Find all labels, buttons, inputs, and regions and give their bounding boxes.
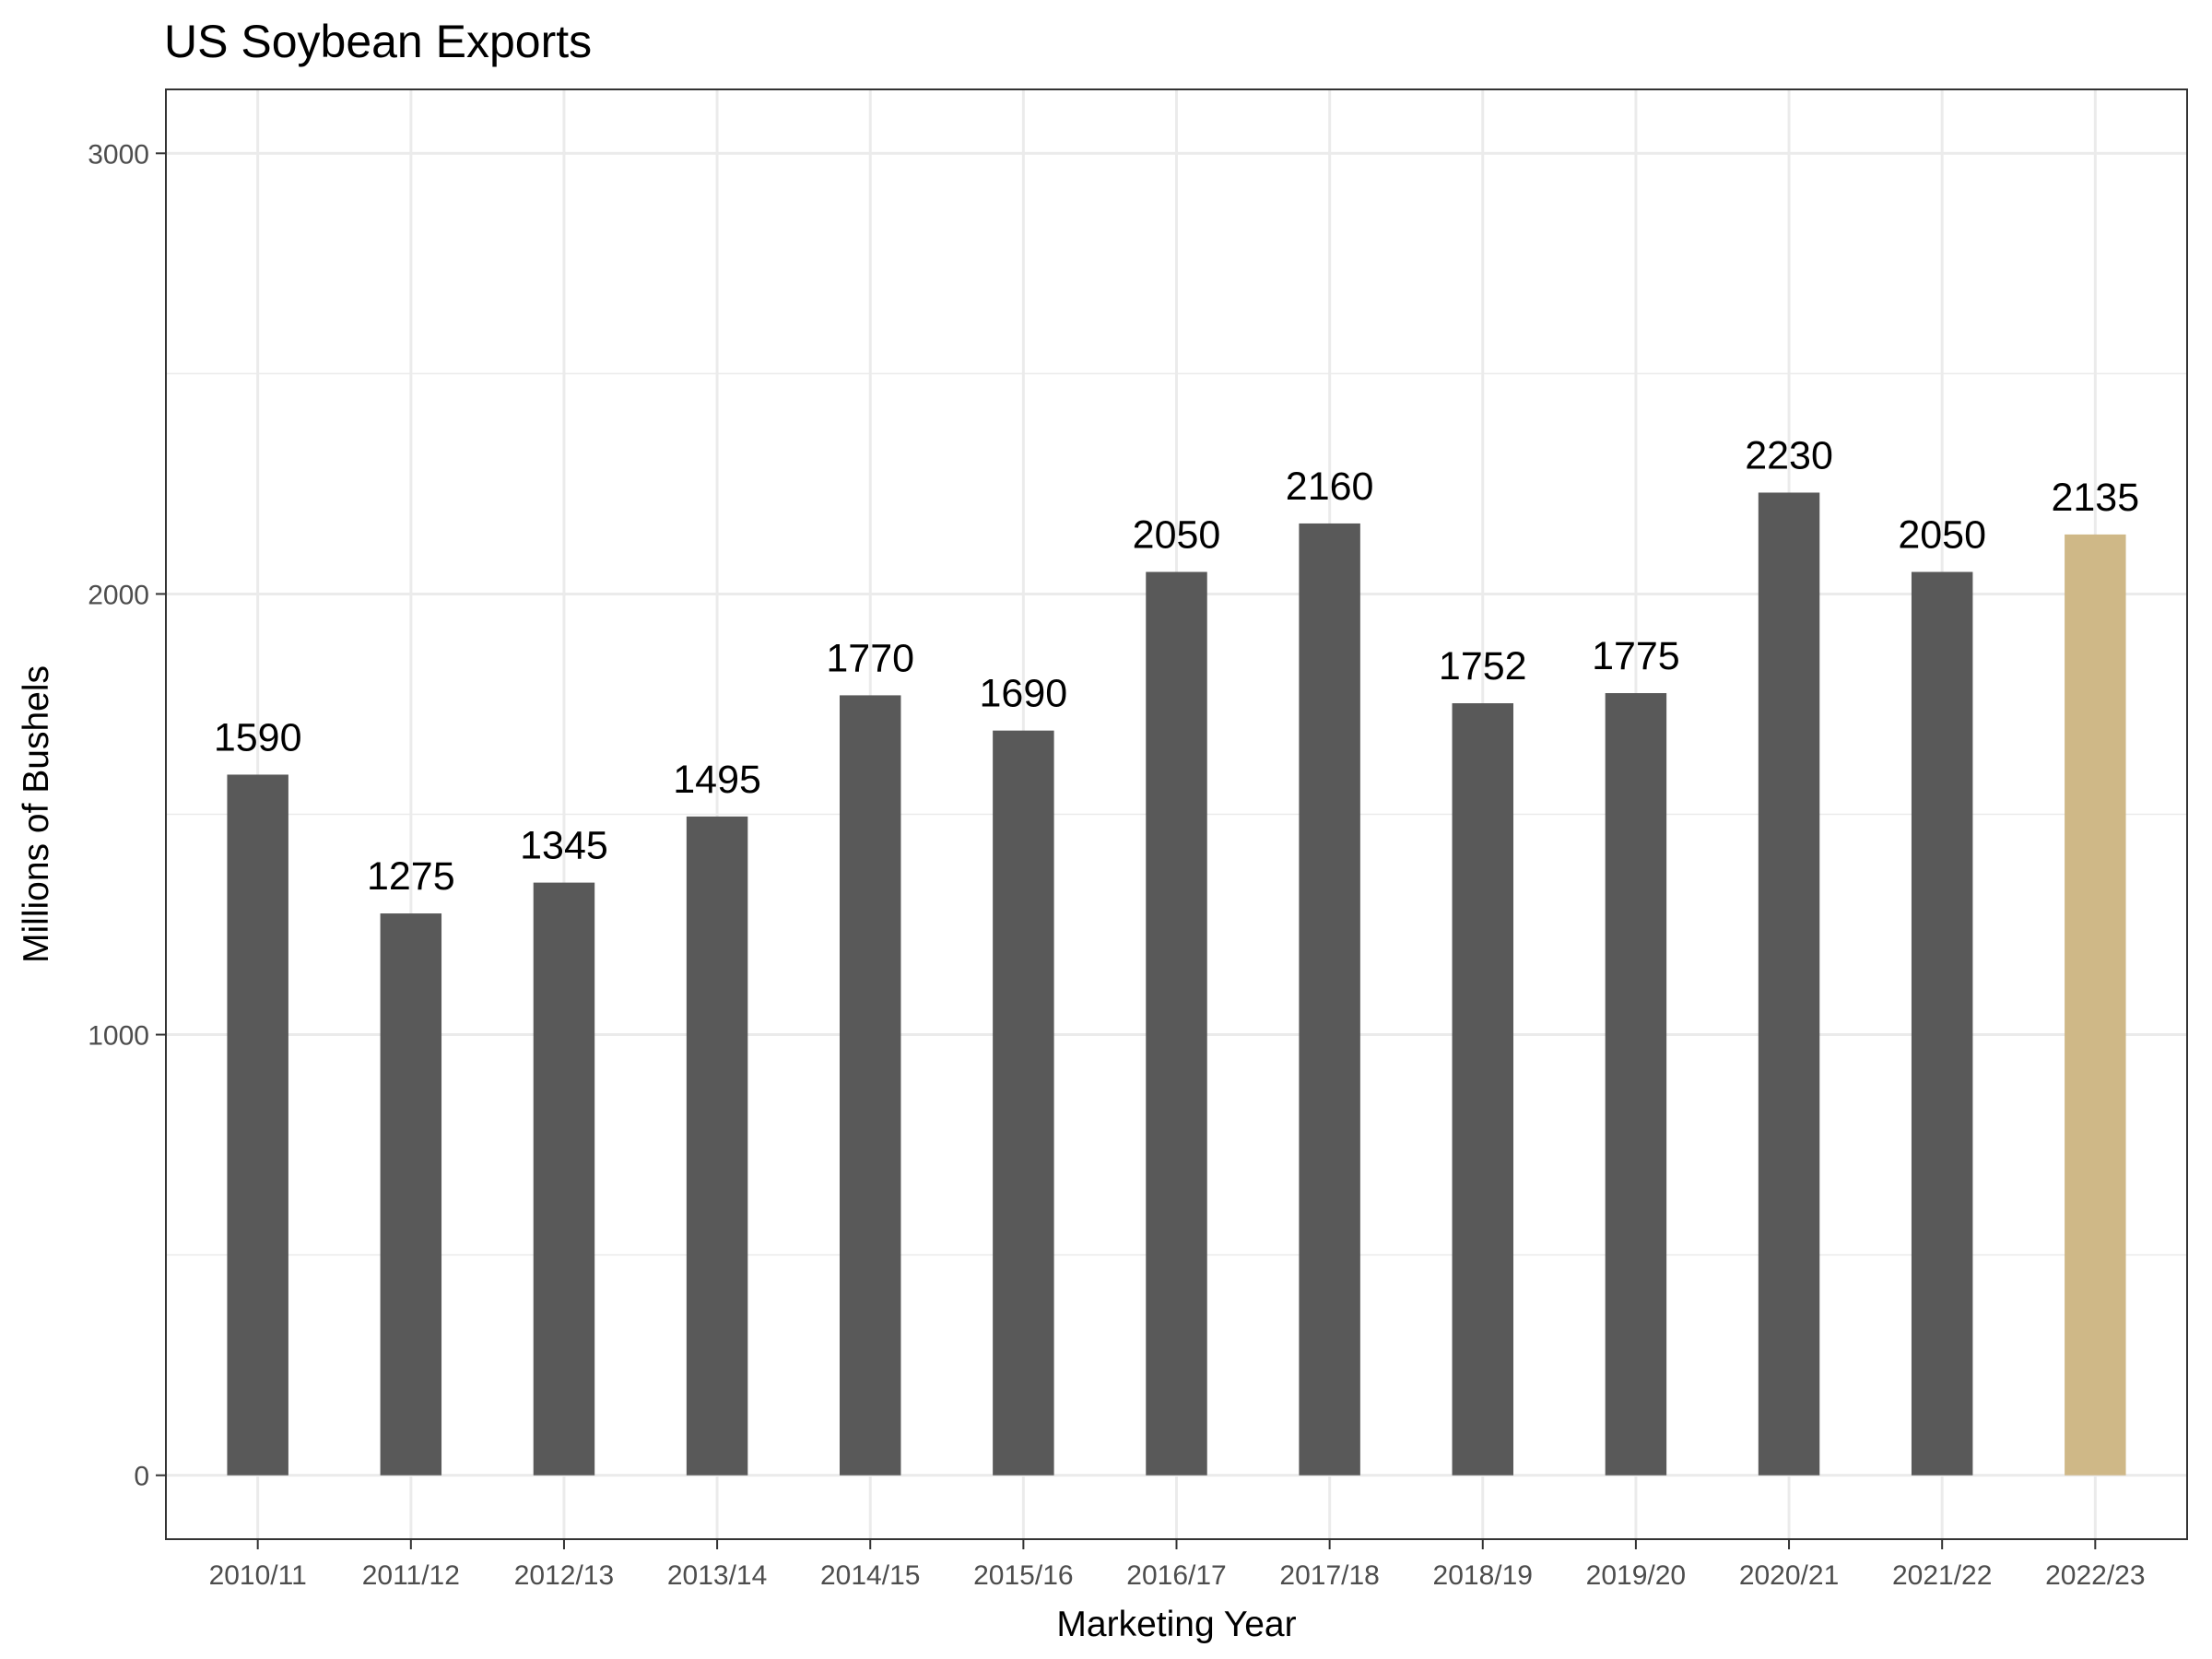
data-label: 1775 <box>1592 634 1680 678</box>
x-axis: 2010/11 2011/12 2012/13 2013/14 2014/15 2015/… <box>209 1539 2146 1591</box>
bar <box>227 774 288 1476</box>
bar <box>993 730 1054 1476</box>
bars: 1590 1275 1345 1495 1770 1690 2050 2160 1752 1775… <box>214 433 2139 1476</box>
data-label: 1770 <box>826 636 914 680</box>
data-label: 1590 <box>214 715 302 759</box>
data-label: 1752 <box>1439 644 1527 688</box>
bar <box>686 816 748 1476</box>
bar <box>2065 534 2126 1476</box>
bar <box>840 695 901 1476</box>
x-tick-label: 2012/13 <box>514 1560 614 1591</box>
data-label: 2160 <box>1286 465 1374 509</box>
x-axis-title: Marketing Year <box>1056 1605 1296 1644</box>
data-label: 2230 <box>1745 433 1833 477</box>
data-label: 1690 <box>980 672 1068 716</box>
bar <box>380 913 442 1476</box>
x-tick-label: 2010/11 <box>209 1560 307 1591</box>
data-label: 1275 <box>367 854 455 899</box>
bar <box>1605 693 1667 1476</box>
x-tick-label: 2020/21 <box>1739 1560 1839 1591</box>
x-tick-label: 2021/22 <box>1892 1560 1992 1591</box>
bar <box>1146 571 1207 1476</box>
x-tick-label: 2011/12 <box>362 1560 460 1591</box>
x-tick-label: 2018/19 <box>1433 1560 1533 1591</box>
data-label: 2050 <box>1898 513 1986 558</box>
bar <box>533 882 595 1476</box>
chart-title: US Soybean Exports <box>164 16 592 67</box>
x-tick-label: 2015/16 <box>973 1560 1073 1591</box>
y-axis: 0 1000 2000 3000 <box>88 139 166 1492</box>
data-label: 2135 <box>2051 476 2139 520</box>
data-label: 1495 <box>673 758 761 802</box>
y-tick-label: 3000 <box>88 139 149 170</box>
data-label: 2050 <box>1133 513 1221 558</box>
bar <box>1758 492 1820 1476</box>
bar <box>1299 523 1360 1476</box>
data-label: 1345 <box>520 824 608 868</box>
x-tick-label: 2013/14 <box>667 1560 767 1591</box>
bar <box>1452 703 1513 1476</box>
y-tick-label: 0 <box>134 1462 149 1492</box>
y-axis-title: Millions of Bushels <box>17 665 56 963</box>
y-tick-label: 1000 <box>88 1021 149 1052</box>
x-tick-label: 2014/15 <box>820 1560 920 1591</box>
x-tick-label: 2022/23 <box>2045 1560 2145 1591</box>
y-tick-label: 2000 <box>88 580 149 610</box>
x-tick-label: 2017/18 <box>1279 1560 1379 1591</box>
bar <box>1911 571 1973 1476</box>
x-tick-label: 2019/20 <box>1586 1560 1686 1591</box>
x-tick-label: 2016/17 <box>1126 1560 1226 1591</box>
plot-panel: 1590 1275 1345 1495 1770 1690 2050 2160 1752 1775… <box>88 88 2188 1591</box>
